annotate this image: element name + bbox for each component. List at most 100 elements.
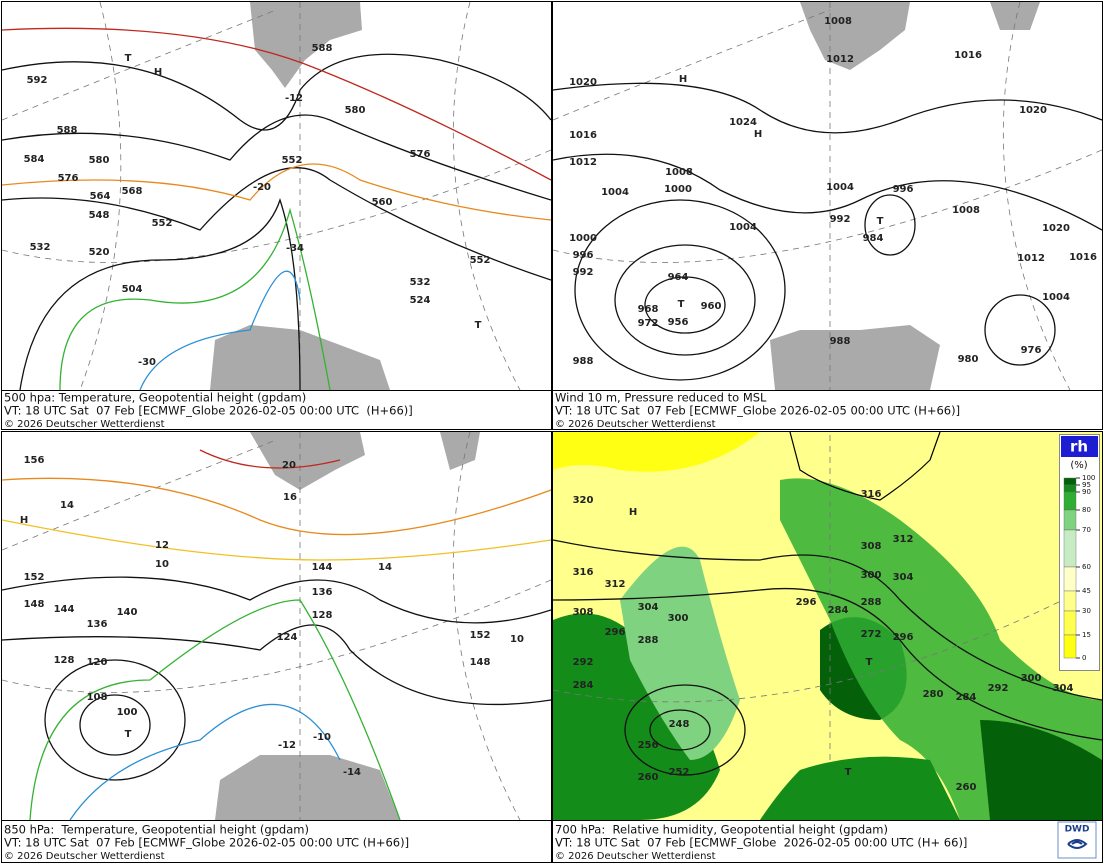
contour-label: 1012 bbox=[569, 157, 597, 168]
contour-label: 576 bbox=[58, 173, 79, 184]
contour-label: 996 bbox=[893, 184, 914, 195]
contour-label: 992 bbox=[573, 267, 594, 278]
contour-label: 1016 bbox=[569, 130, 597, 141]
contour-label: T bbox=[877, 216, 884, 227]
contour-label: 568 bbox=[122, 186, 143, 197]
contour-label: 320 bbox=[573, 495, 594, 506]
contour-label: 1004 bbox=[729, 222, 757, 233]
contour-label: -20 bbox=[253, 182, 271, 193]
contour-label: 992 bbox=[830, 214, 851, 225]
contour-label: 304 bbox=[1053, 683, 1074, 694]
contour-label: 524 bbox=[410, 295, 431, 306]
legend-tick-label: 15 bbox=[1082, 631, 1091, 639]
contour-label: 136 bbox=[87, 619, 108, 630]
caption: 500 hpa: Temperature, Geopotential heigh… bbox=[4, 391, 306, 405]
contour-label: -12 bbox=[278, 740, 296, 751]
legend-swatch bbox=[1063, 529, 1077, 568]
contour-label: T bbox=[125, 53, 132, 64]
contour-label: 964 bbox=[668, 272, 689, 283]
contour-label: 584 bbox=[24, 154, 45, 165]
contour-label: 260 bbox=[638, 772, 659, 783]
contour-label: 1004 bbox=[601, 187, 629, 198]
contour-label: T bbox=[475, 320, 482, 331]
contour-label: 156 bbox=[24, 455, 45, 466]
contour-label: 988 bbox=[830, 336, 851, 347]
contour-label: 504 bbox=[122, 284, 143, 295]
map-500hpa bbox=[2, 2, 551, 390]
contour-label: 148 bbox=[470, 657, 491, 668]
contour-label: 552 bbox=[152, 218, 173, 229]
contour-label: 108 bbox=[87, 692, 108, 703]
legend-tick-label: 30 bbox=[1082, 607, 1091, 615]
contour-label: 1016 bbox=[954, 50, 982, 61]
contour-label: 144 bbox=[312, 562, 333, 573]
legend-tick-label: 70 bbox=[1082, 526, 1091, 534]
contour-label: 12 bbox=[155, 540, 169, 551]
contour-label: 520 bbox=[89, 247, 110, 258]
legend-swatch bbox=[1063, 634, 1077, 659]
legend-swatch bbox=[1063, 590, 1077, 612]
contour-label: 280 bbox=[923, 689, 944, 700]
contour-label: H bbox=[679, 74, 687, 85]
contour-label: 532 bbox=[410, 277, 431, 288]
contour-label: 956 bbox=[668, 317, 689, 328]
contour-label: 14 bbox=[60, 500, 74, 511]
contour-label: 284 bbox=[828, 605, 849, 616]
legend-swatch bbox=[1063, 566, 1077, 592]
contour-label: 580 bbox=[345, 105, 366, 116]
contour-label: 972 bbox=[638, 318, 659, 329]
legend-tick-label: 90 bbox=[1082, 488, 1091, 496]
contour-label: T bbox=[866, 657, 873, 668]
contour-label: 260 bbox=[956, 782, 977, 793]
contour-label: 14 bbox=[378, 562, 392, 573]
contour-label: 552 bbox=[470, 255, 491, 266]
contour-label: 16 bbox=[283, 492, 297, 503]
copyright: © 2026 Deutscher Wetterdienst bbox=[555, 419, 716, 430]
contour-label: 148 bbox=[24, 599, 45, 610]
contour-label: -10 bbox=[313, 732, 331, 743]
contour-label: 980 bbox=[958, 354, 979, 365]
contour-label: H bbox=[754, 129, 762, 140]
caption: VT: 18 UTC Sat 07 Feb [ECMWF_Globe 2026-… bbox=[555, 404, 960, 418]
contour-label: 1008 bbox=[952, 205, 980, 216]
contour-label: 308 bbox=[861, 541, 882, 552]
contour-label: 1000 bbox=[569, 233, 597, 244]
contour-label: 248 bbox=[669, 719, 690, 730]
contour-label: 1020 bbox=[569, 77, 597, 88]
contour-label: 1004 bbox=[1042, 292, 1070, 303]
map-700hpa bbox=[553, 432, 1102, 820]
contour-label: 588 bbox=[57, 125, 78, 136]
contour-label: 100 bbox=[117, 707, 138, 718]
contour-label: 292 bbox=[988, 683, 1009, 694]
contour-label: 996 bbox=[573, 250, 594, 261]
contour-label: 564 bbox=[90, 191, 111, 202]
contour-label: 1020 bbox=[1042, 223, 1070, 234]
caption: VT: 18 UTC Sat 07 Feb [ECMWF_Globe 2026-… bbox=[4, 404, 413, 418]
contour-label: H bbox=[154, 67, 162, 78]
contour-label: 304 bbox=[893, 572, 914, 583]
contour-label: 532 bbox=[30, 242, 51, 253]
contour-label: 288 bbox=[638, 635, 659, 646]
legend-tick-label: 100 bbox=[1082, 474, 1095, 482]
contour-label: 144 bbox=[54, 604, 75, 615]
legend-tick-label: 45 bbox=[1082, 587, 1091, 595]
contour-label: 296 bbox=[893, 632, 914, 643]
contour-label: 552 bbox=[282, 155, 303, 166]
contour-label: 124 bbox=[277, 632, 298, 643]
contour-label: H bbox=[629, 507, 637, 518]
contour-label: 580 bbox=[89, 155, 110, 166]
logo-text: DWD bbox=[1065, 825, 1090, 835]
contour-label: 968 bbox=[638, 304, 659, 315]
contour-label: 128 bbox=[312, 610, 333, 621]
contour-label: T bbox=[845, 767, 852, 778]
legend-tick-label: 80 bbox=[1082, 506, 1091, 514]
contour-label: 292 bbox=[573, 657, 594, 668]
contour-label: 304 bbox=[638, 602, 659, 613]
contour-label: 984 bbox=[863, 233, 884, 244]
contour-label: 960 bbox=[701, 301, 722, 312]
contour-label: 308 bbox=[573, 607, 594, 618]
contour-label: 300 bbox=[668, 613, 689, 624]
caption: VT: 18 UTC Sat 07 Feb [ECMWF_Globe 2026-… bbox=[555, 836, 967, 850]
